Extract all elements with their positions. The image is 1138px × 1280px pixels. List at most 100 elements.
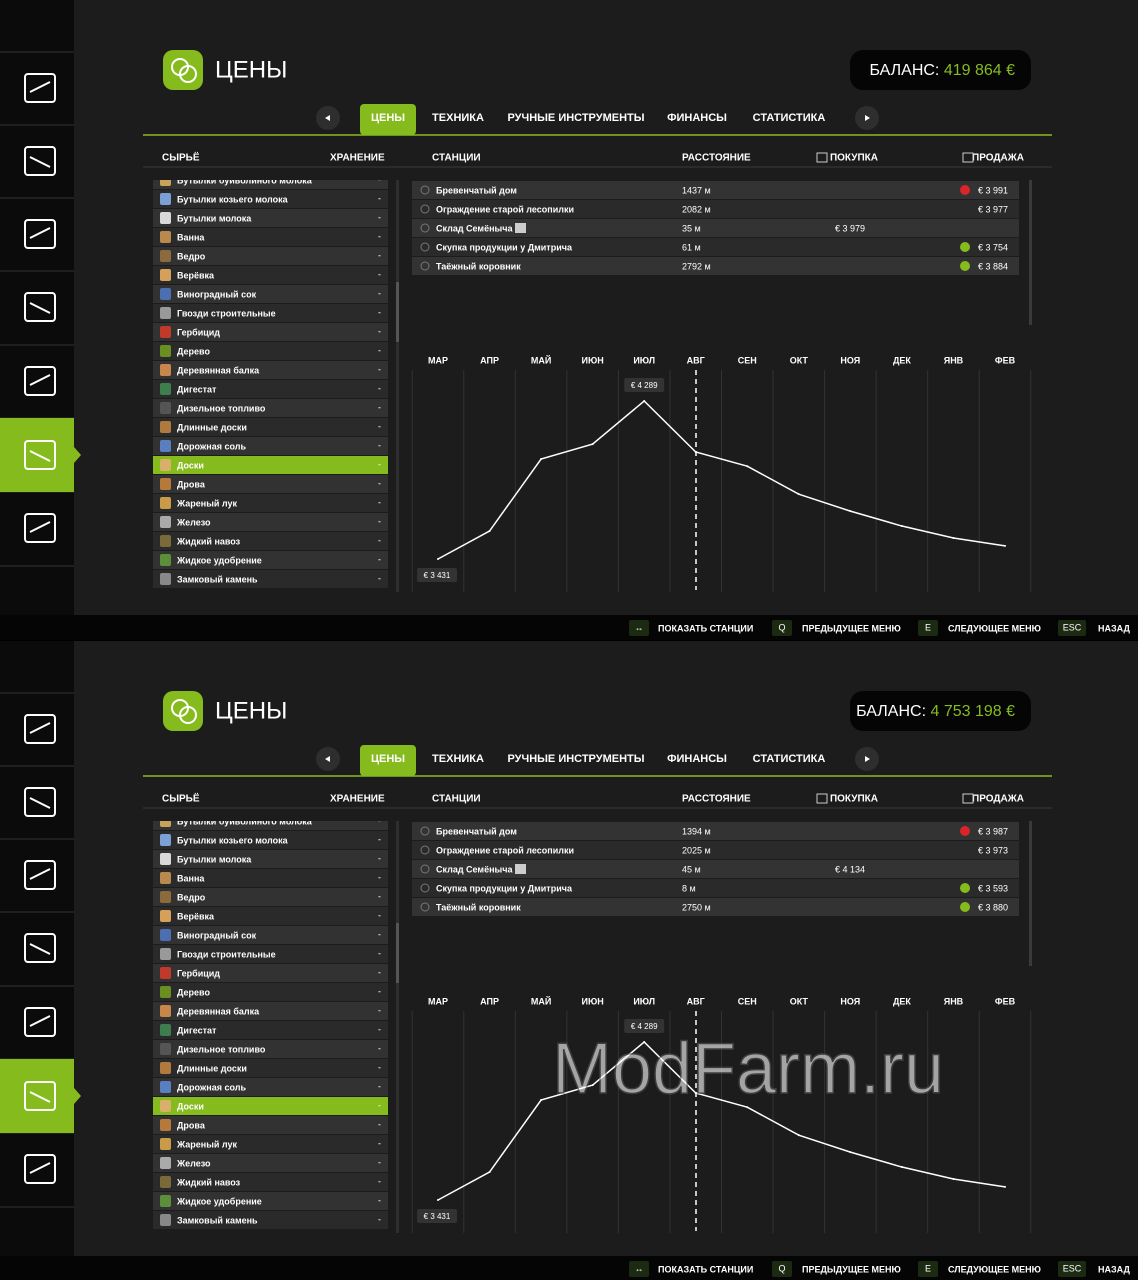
item-row[interactable]: Дорожная соль - bbox=[153, 1078, 388, 1096]
item-row[interactable]: Ванна - bbox=[153, 869, 388, 887]
item-row[interactable]: Виноградный сок - bbox=[153, 285, 388, 303]
sidebar-icon[interactable] bbox=[24, 73, 56, 103]
item-row[interactable]: Длинные доски - bbox=[153, 418, 388, 436]
sidebar-icon[interactable] bbox=[24, 1081, 56, 1111]
item-row[interactable]: Дорожная соль - bbox=[153, 437, 388, 455]
sidebar-icon[interactable] bbox=[24, 292, 56, 322]
station-row[interactable]: Ограждение старой лесопилки 2082 м € 3 977 bbox=[412, 200, 1019, 218]
item-row[interactable]: Бутылки молока - bbox=[153, 209, 388, 227]
item-row[interactable]: Бутылки молока - bbox=[153, 850, 388, 868]
item-row[interactable]: Железо - bbox=[153, 513, 388, 531]
item-row[interactable]: Доски - bbox=[153, 456, 388, 474]
item-name: Бутылки козьего молока bbox=[177, 835, 289, 845]
sidebar-icon[interactable] bbox=[24, 1154, 56, 1184]
footer-action[interactable]: ↔ ПОКАЗАТЬ СТАНЦИИ bbox=[629, 620, 753, 636]
station-row[interactable]: Ограждение старой лесопилки 2025 м € 3 973 bbox=[412, 841, 1019, 859]
footer-action[interactable]: ESC НАЗАД bbox=[1058, 1261, 1130, 1277]
tab[interactable]: ФИНАНСЫ bbox=[667, 112, 727, 124]
item-row[interactable]: Бутылки козьего молока - bbox=[153, 190, 388, 208]
tab[interactable]: РУЧНЫЕ ИНСТРУМЕНТЫ bbox=[507, 753, 644, 765]
sidebar-icon[interactable] bbox=[24, 1007, 56, 1037]
item-row[interactable]: Деревянная балка - bbox=[153, 361, 388, 379]
item-row[interactable]: Гвозди строительные - bbox=[153, 945, 388, 963]
item-row[interactable]: Жидкое удобрение - bbox=[153, 551, 388, 569]
station-row[interactable]: Склад Семёныча 45 м € 4 134 bbox=[412, 860, 1019, 878]
key-box bbox=[629, 620, 649, 636]
item-row[interactable]: Верёвка - bbox=[153, 907, 388, 925]
item-row[interactable]: Дрова - bbox=[153, 1116, 388, 1134]
item-row[interactable]: Дрова - bbox=[153, 475, 388, 493]
item-row[interactable]: Верёвка - bbox=[153, 266, 388, 284]
item-row[interactable]: Замковый камень - bbox=[153, 1211, 388, 1229]
footer-action[interactable]: Q ПРЕДЫДУЩЕЕ МЕНЮ bbox=[772, 620, 901, 636]
footer-action[interactable]: E СЛЕДУЮЩЕЕ МЕНЮ bbox=[918, 1261, 1041, 1277]
station-row[interactable]: Склад Семёныча 35 м € 3 979 bbox=[412, 219, 1019, 237]
sidebar-icon[interactable] bbox=[24, 146, 56, 176]
item-row[interactable]: Гербицид - bbox=[153, 323, 388, 341]
sidebar-icon[interactable] bbox=[24, 440, 56, 470]
item-row[interactable]: Гвозди строительные - bbox=[153, 304, 388, 322]
sidebar-icon[interactable] bbox=[24, 860, 56, 890]
column-header: ПРОДАЖА bbox=[972, 794, 1024, 805]
item-row[interactable]: Дигестат - bbox=[153, 1021, 388, 1039]
item-row[interactable]: Ведро - bbox=[153, 247, 388, 265]
item-row[interactable]: Бутылки буйволиного молока - bbox=[153, 171, 388, 189]
item-row[interactable]: Жидкое удобрение - bbox=[153, 1192, 388, 1210]
item-row[interactable]: Жареный лук - bbox=[153, 1135, 388, 1153]
station-row[interactable]: Таёжный коровник 2792 м € 3 884 bbox=[412, 257, 1019, 275]
item-row[interactable]: Замковый камень - bbox=[153, 570, 388, 588]
sidebar-pointer bbox=[74, 1088, 81, 1104]
tab[interactable]: ЦЕНЫ bbox=[371, 753, 405, 765]
station-row[interactable]: Бревенчатый дом 1437 м € 3 991 bbox=[412, 181, 1019, 199]
item-row-bg bbox=[153, 1154, 388, 1172]
station-row[interactable]: Бревенчатый дом 1394 м € 3 987 bbox=[412, 822, 1019, 840]
tab[interactable]: СТАТИСТИКА bbox=[753, 112, 826, 124]
item-row[interactable]: Жидкий навоз - bbox=[153, 532, 388, 550]
sidebar-icon[interactable] bbox=[24, 933, 56, 963]
tab[interactable]: РУЧНЫЕ ИНСТРУМЕНТЫ bbox=[507, 112, 644, 124]
item-row[interactable]: Виноградный сок - bbox=[153, 926, 388, 944]
item-row[interactable]: Длинные доски - bbox=[153, 1059, 388, 1077]
item-row[interactable]: Ванна - bbox=[153, 228, 388, 246]
item-row-bg bbox=[153, 180, 388, 189]
sidebar-icon[interactable] bbox=[24, 513, 56, 543]
item-row-bg bbox=[153, 209, 388, 227]
tab[interactable]: СТАТИСТИКА bbox=[753, 753, 826, 765]
column-header: СТАНЦИИ bbox=[432, 794, 481, 805]
footer-action[interactable]: ↔ ПОКАЗАТЬ СТАНЦИИ bbox=[629, 1261, 753, 1277]
tab[interactable]: ЦЕНЫ bbox=[371, 112, 405, 124]
tab[interactable]: ТЕХНИКА bbox=[432, 753, 484, 765]
station-row[interactable]: Скупка продукции у Дмитрича 8 м € 3 593 bbox=[412, 879, 1019, 897]
key-label: ПРЕДЫДУЩЕЕ МЕНЮ bbox=[802, 1264, 901, 1274]
footer-action[interactable]: ESC НАЗАД bbox=[1058, 620, 1130, 636]
item-row[interactable]: Ведро - bbox=[153, 888, 388, 906]
item-row[interactable]: Дизельное топливо - bbox=[153, 399, 388, 417]
item-storage: - bbox=[378, 853, 381, 863]
item-row[interactable]: Жидкий навоз - bbox=[153, 1173, 388, 1191]
item-row[interactable]: Деревянная балка - bbox=[153, 1002, 388, 1020]
item-row[interactable]: Дерево - bbox=[153, 983, 388, 1001]
item-row[interactable]: Бутылки буйволиного молока - bbox=[153, 812, 388, 830]
footer-action[interactable]: Q ПРЕДЫДУЩЕЕ МЕНЮ bbox=[772, 1261, 901, 1277]
item-row[interactable]: Железо - bbox=[153, 1154, 388, 1172]
sidebar-icon[interactable] bbox=[24, 714, 56, 744]
tab[interactable]: ФИНАНСЫ bbox=[667, 753, 727, 765]
icon-shape bbox=[24, 219, 56, 249]
sidebar-icon[interactable] bbox=[24, 219, 56, 249]
item-row[interactable]: Гербицид - bbox=[153, 964, 388, 982]
key: ↔ bbox=[635, 622, 644, 632]
item-row[interactable]: Дигестат - bbox=[153, 380, 388, 398]
sidebar-icon[interactable] bbox=[24, 366, 56, 396]
footer-action[interactable]: E СЛЕДУЮЩЕЕ МЕНЮ bbox=[918, 620, 1041, 636]
item-row[interactable]: Жареный лук - bbox=[153, 494, 388, 512]
item-storage: - bbox=[378, 929, 381, 939]
sidebar-icon[interactable] bbox=[24, 787, 56, 817]
station-row[interactable]: Таёжный коровник 2750 м € 3 880 bbox=[412, 898, 1019, 916]
item-row[interactable]: Доски - bbox=[153, 1097, 388, 1115]
station-row[interactable]: Скупка продукции у Дмитрича 61 м € 3 754 bbox=[412, 238, 1019, 256]
item-row[interactable]: Бутылки козьего молока - bbox=[153, 831, 388, 849]
station-row-bg bbox=[412, 200, 1019, 218]
item-row[interactable]: Дизельное топливо - bbox=[153, 1040, 388, 1058]
tab[interactable]: ТЕХНИКА bbox=[432, 112, 484, 124]
item-row[interactable]: Дерево - bbox=[153, 342, 388, 360]
